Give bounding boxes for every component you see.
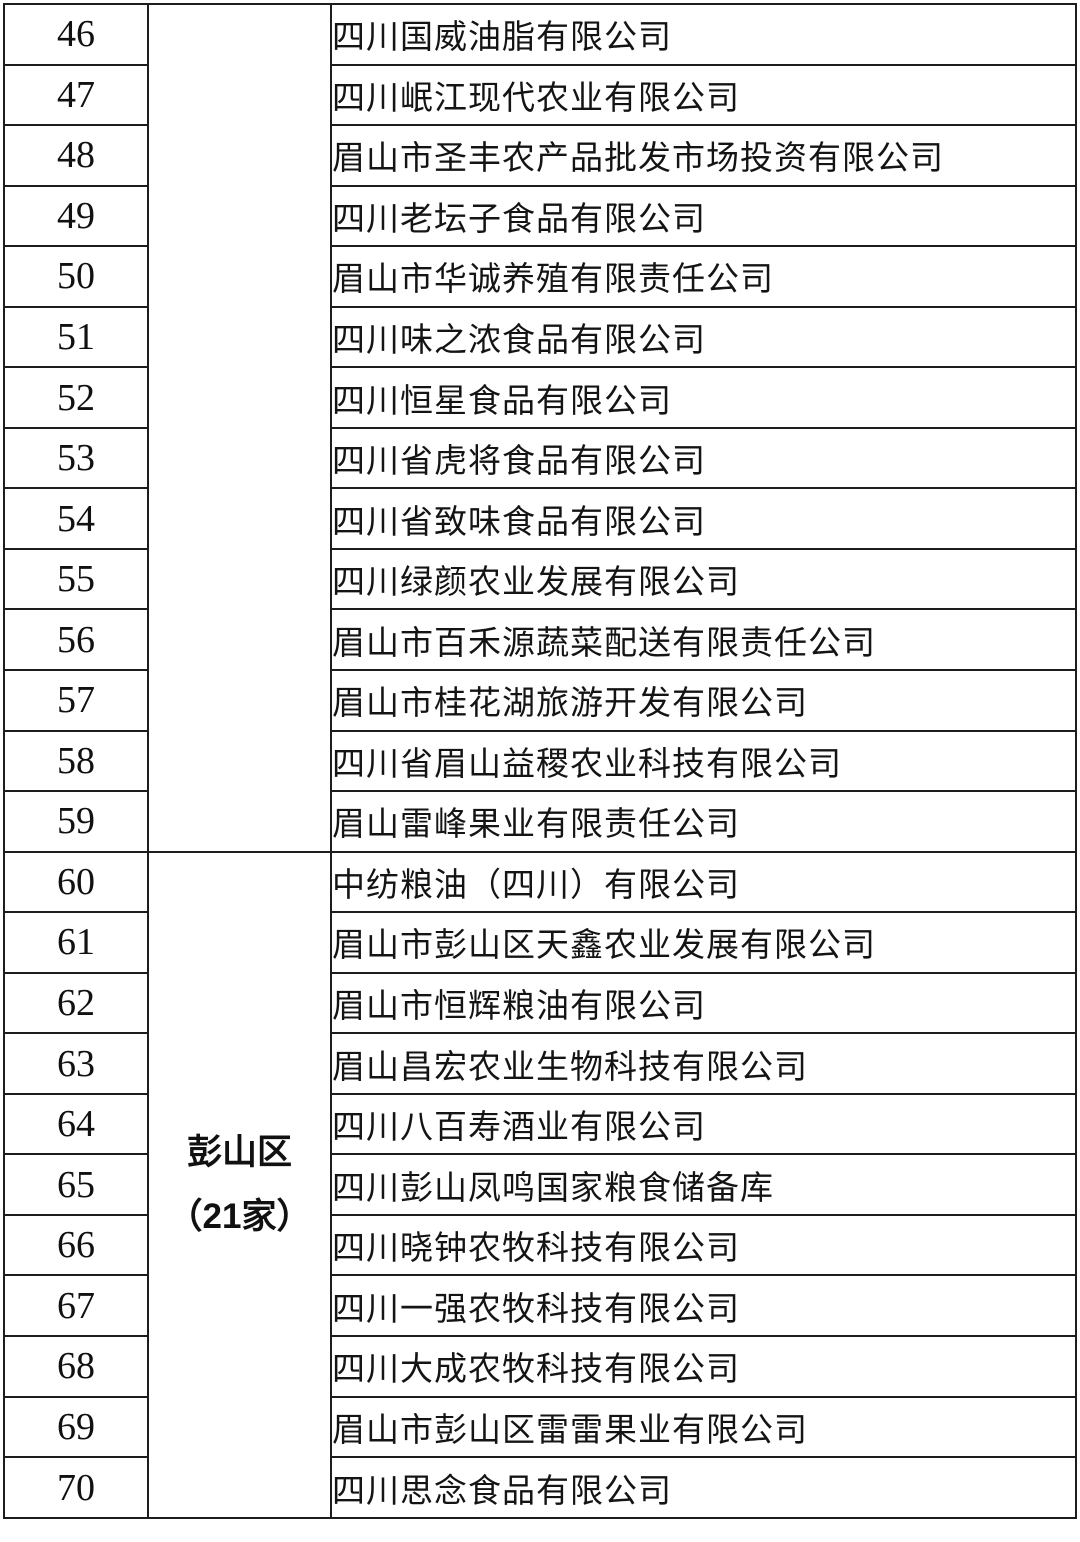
row-number-cell: 55 [3,547,149,611]
table-row: 70 四川思念食品有限公司 [3,1456,1077,1519]
company-name-cell: 四川绿颜农业发展有限公司 [330,547,1077,611]
table-row: 47 四川岷江现代农业有限公司 [3,63,1077,127]
company-name-cell: 眉山市彭山区雷雷果业有限公司 [330,1395,1077,1459]
row-number-cell: 65 [3,1153,149,1216]
row-number-cell: 68 [3,1335,149,1398]
row-number-cell: 47 [3,63,149,127]
table-row: 50 眉山市华诚养殖有限责任公司 [3,245,1077,308]
company-name-cell: 眉山市桂花湖旅游开发有限公司 [330,669,1077,732]
row-number-cell: 58 [3,729,149,793]
row-number-cell: 46 [3,3,149,66]
table-row: 57 眉山市桂花湖旅游开发有限公司 [3,669,1077,732]
company-table: 46 四川国威油脂有限公司 47 四川岷江现代农业有限公司 48 眉山市圣丰农产品批发市场… [3,3,1077,1520]
table-row: 66 四川晓钟农牧科技有限公司 [3,1213,1077,1277]
table-row: 56 眉山市百禾源蔬菜配送有限责任公司 [3,608,1077,672]
row-number-cell: 57 [3,669,149,732]
region-cell [147,3,332,853]
table-row: 69 眉山市彭山区雷雷果业有限公司 [3,1395,1077,1459]
table-row: 63 眉山昌宏农业生物科技有限公司 [3,1032,1077,1095]
table-row: 67 四川一强农牧科技有限公司 [3,1274,1077,1338]
table-row: 62 眉山市恒辉粮油有限公司 [3,971,1077,1035]
region-cell: 彭山区 （21家） [147,850,332,1520]
row-number-cell: 69 [3,1395,149,1459]
row-number-cell: 62 [3,971,149,1035]
company-name-cell: 眉山雷峰果业有限责任公司 [330,790,1077,853]
table-row: 49 四川老坛子食品有限公司 [3,184,1077,248]
table-row: 58 四川省眉山益稷农业科技有限公司 [3,729,1077,793]
company-name-cell: 眉山市华诚养殖有限责任公司 [330,245,1077,308]
row-number-cell: 59 [3,790,149,853]
table-row: 64 四川八百寿酒业有限公司 [3,1092,1077,1156]
region-label-line: （21家） [167,1196,312,1236]
table-row: 65 四川彭山凤鸣国家粮食储备库 [3,1153,1077,1216]
row-number-cell: 51 [3,305,149,369]
company-name-cell: 四川岷江现代农业有限公司 [330,63,1077,127]
table-row: 48 眉山市圣丰农产品批发市场投资有限公司 [3,124,1077,187]
table-row: 51 四川味之浓食品有限公司 [3,305,1077,369]
row-number-cell: 48 [3,124,149,187]
company-name-cell: 眉山市恒辉粮油有限公司 [330,971,1077,1035]
company-name-cell: 四川思念食品有限公司 [330,1456,1077,1519]
table-row: 46 四川国威油脂有限公司 [3,3,1077,853]
company-name-cell: 四川一强农牧科技有限公司 [330,1274,1077,1338]
table-row: 54 四川省致味食品有限公司 [3,487,1077,550]
row-number-cell: 60 [3,850,149,914]
row-number-cell: 56 [3,608,149,672]
row-number-cell: 50 [3,245,149,308]
table-row: 55 四川绿颜农业发展有限公司 [3,547,1077,611]
company-name-cell: 四川晓钟农牧科技有限公司 [330,1213,1077,1277]
company-name-cell: 四川恒星食品有限公司 [330,366,1077,429]
company-name-cell: 四川省虎将食品有限公司 [330,426,1077,490]
table-row: 59 眉山雷峰果业有限责任公司 [3,790,1077,853]
row-number-cell: 66 [3,1213,149,1277]
company-name-cell: 中纺粮油（四川）有限公司 [330,850,1077,914]
row-number-cell: 54 [3,487,149,550]
company-name-cell: 四川国威油脂有限公司 [330,3,1077,66]
company-name-cell: 四川老坛子食品有限公司 [330,184,1077,248]
table-row: 68 四川大成农牧科技有限公司 [3,1335,1077,1398]
row-number-cell: 49 [3,184,149,248]
row-number-cell: 67 [3,1274,149,1338]
row-number-cell: 63 [3,1032,149,1095]
company-name-cell: 四川味之浓食品有限公司 [330,305,1077,369]
company-name-cell: 四川省眉山益稷农业科技有限公司 [330,729,1077,793]
row-number-cell: 61 [3,911,149,974]
company-name-cell: 四川彭山凤鸣国家粮食储备库 [330,1153,1077,1216]
row-number-cell: 64 [3,1092,149,1156]
company-name-cell: 四川八百寿酒业有限公司 [330,1092,1077,1156]
row-number-cell: 53 [3,426,149,490]
region-label-line: 彭山区 [186,1132,292,1172]
row-number-cell: 52 [3,366,149,429]
table-row: 52 四川恒星食品有限公司 [3,366,1077,429]
table-row: 60 彭山区 （21家） 中纺粮油（四川）有限公司 [3,850,1077,1520]
company-name-cell: 眉山市圣丰农产品批发市场投资有限公司 [330,124,1077,187]
row-number-cell: 70 [3,1456,149,1519]
company-name-cell: 眉山昌宏农业生物科技有限公司 [330,1032,1077,1095]
company-name-cell: 四川大成农牧科技有限公司 [330,1335,1077,1398]
company-name-cell: 眉山市彭山区天鑫农业发展有限公司 [330,911,1077,974]
company-name-cell: 四川省致味食品有限公司 [330,487,1077,550]
table-row: 61 眉山市彭山区天鑫农业发展有限公司 [3,911,1077,974]
company-name-cell: 眉山市百禾源蔬菜配送有限责任公司 [330,608,1077,672]
table-row: 53 四川省虎将食品有限公司 [3,426,1077,490]
